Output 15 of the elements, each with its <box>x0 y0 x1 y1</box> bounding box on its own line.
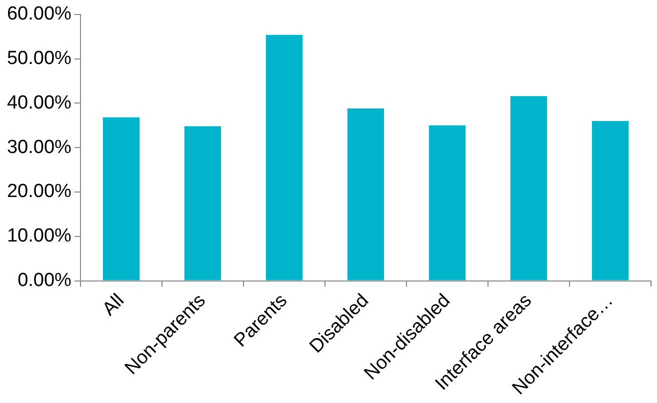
bar <box>184 126 222 280</box>
bar <box>266 34 303 280</box>
bar <box>102 117 140 280</box>
bar <box>592 120 629 280</box>
y-tick-label: 50.00% <box>6 48 72 70</box>
bar <box>347 108 384 280</box>
y-tick-label: 10.00% <box>6 226 72 247</box>
y-tick-label: 0.00% <box>18 270 72 292</box>
y-tick-label: 40.00% <box>6 92 72 114</box>
bar <box>510 96 548 280</box>
y-tick-label: 30.00% <box>6 136 72 158</box>
y-tick-label: 60.00% <box>6 4 72 25</box>
x-tick-label: All <box>98 290 128 320</box>
y-tick-label: 20.00% <box>6 181 72 202</box>
bar <box>428 125 466 280</box>
